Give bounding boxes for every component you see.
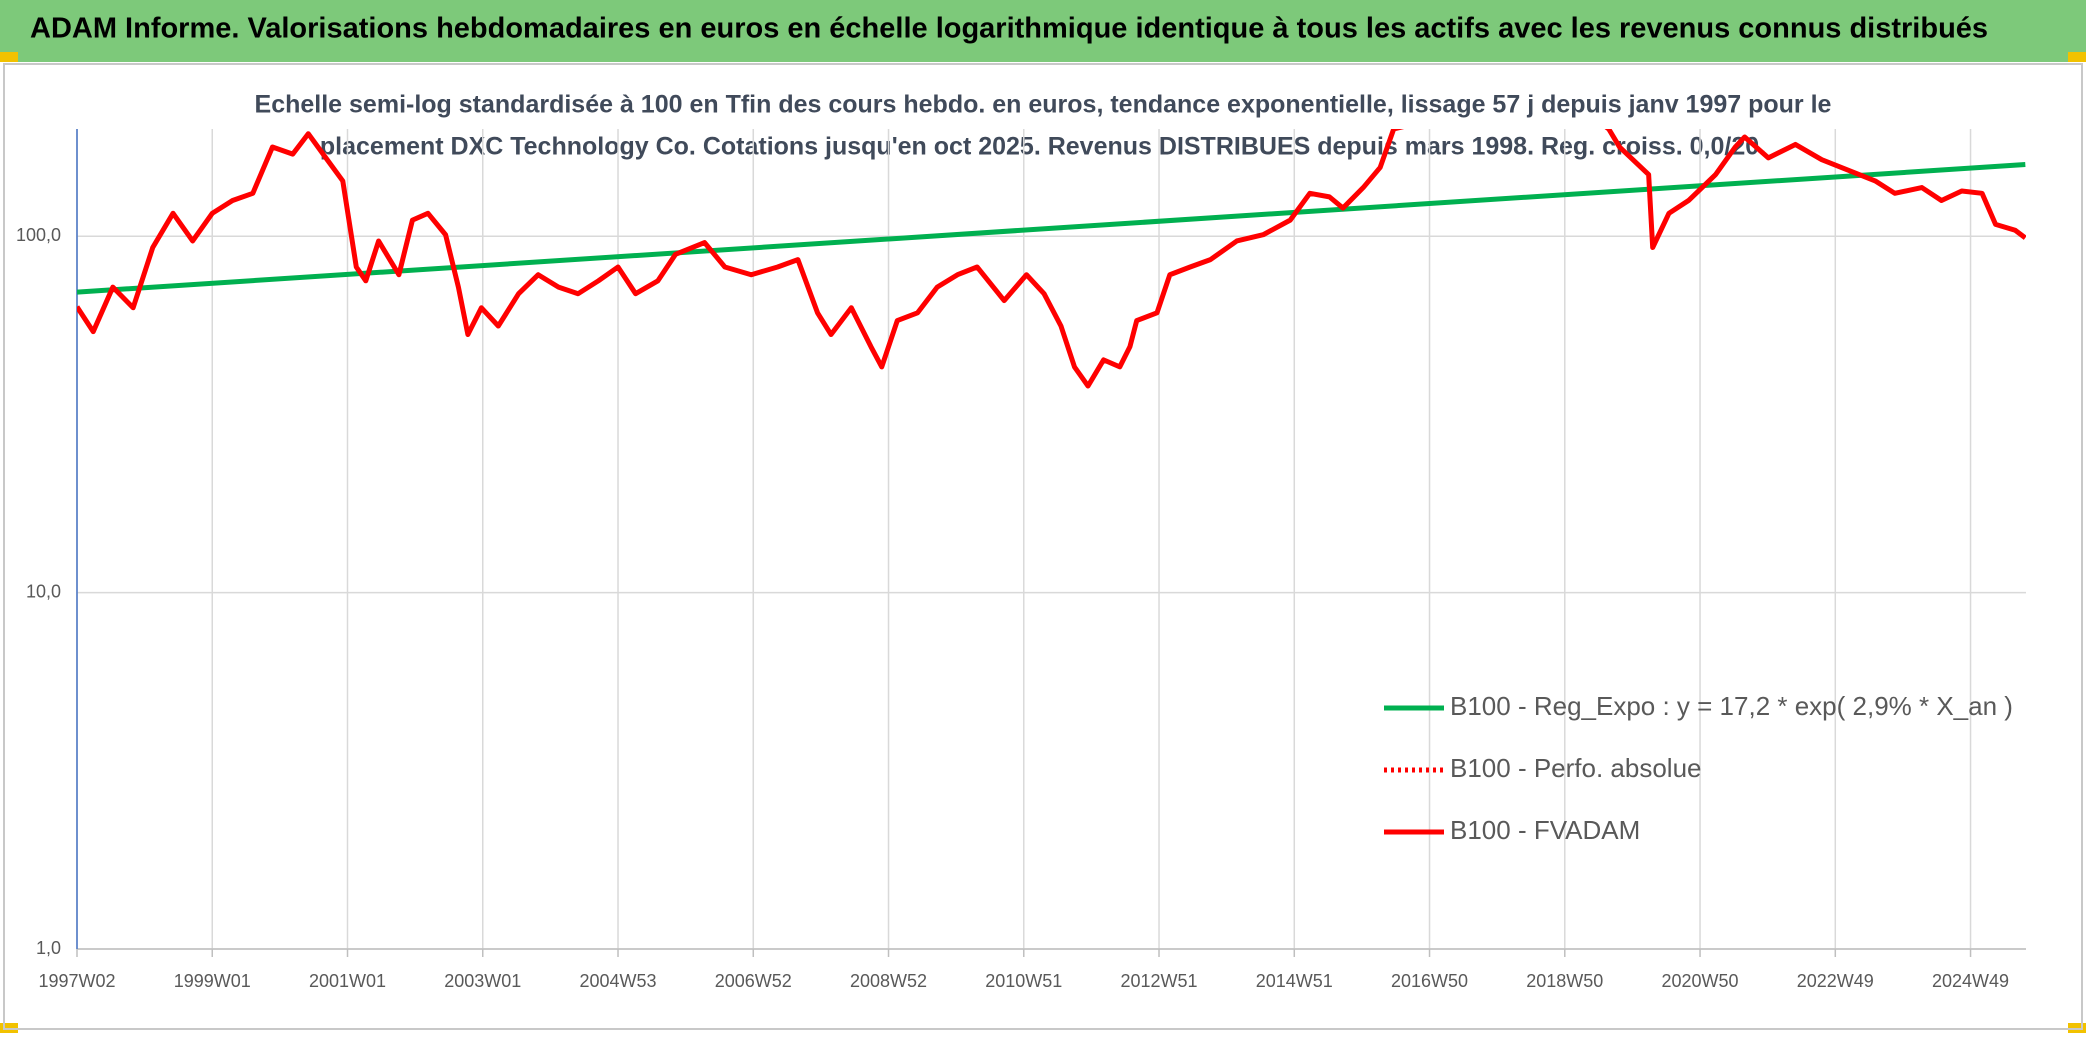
corner (0, 52, 18, 62)
x-tick-label: 2004W53 (579, 971, 656, 991)
x-tick-label: 2020W50 (1662, 971, 1739, 991)
x-tick-label: 2006W52 (715, 971, 792, 991)
plot-area (77, 129, 2026, 389)
x-tick-label: 1997W02 (38, 971, 115, 991)
chart-subtitle: Echelle semi-log standardisée à 100 en T… (255, 91, 1832, 119)
y-tick-label: 100,0 (16, 225, 61, 245)
x-tick-label: 2016W50 (1391, 971, 1468, 991)
x-tick-label: 2022W49 (1797, 971, 1874, 991)
x-tick-label: 2001W01 (309, 971, 386, 991)
legend-label: B100 - FVADAM (1450, 815, 1640, 845)
x-tick-label: 2024W49 (1932, 971, 2009, 991)
x-tick-label: 2014W51 (1256, 971, 1333, 991)
legend-label: B100 - Perfo. absolue (1450, 753, 1702, 783)
x-tick-label: 2018W50 (1526, 971, 1603, 991)
y-tick-label: 10,0 (26, 581, 61, 601)
chart-subtitle: placement DXC Technology Co. Cotations j… (320, 133, 1766, 161)
chart-title: ADAM Informe. Valorisations hebdomadaire… (30, 13, 1988, 45)
y-tick-label: 1,0 (36, 938, 61, 958)
header-band (0, 0, 2086, 62)
x-tick-label: 2003W01 (444, 971, 521, 991)
frame (3, 63, 2083, 1030)
legend-label: B100 - Reg_Expo : y = 17,2 * exp( 2,9% *… (1450, 691, 2013, 721)
data-line (77, 129, 2026, 389)
x-tick-label: 2010W51 (985, 971, 1062, 991)
x-tick-label: 1999W01 (174, 971, 251, 991)
x-tick-label: 2008W52 (850, 971, 927, 991)
corner (2068, 52, 2086, 62)
x-tick-label: 2012W51 (1120, 971, 1197, 991)
